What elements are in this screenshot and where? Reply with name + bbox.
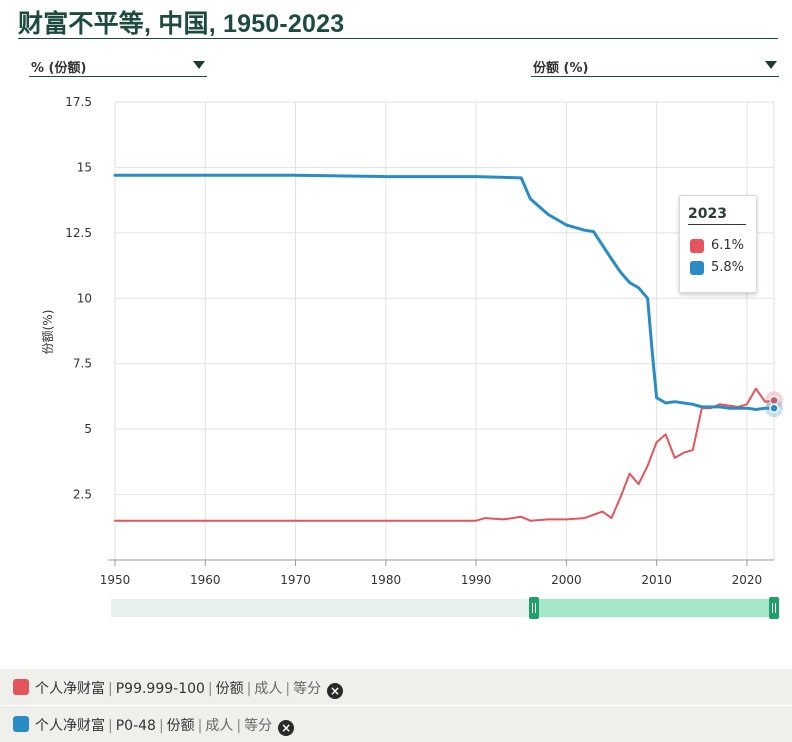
- x-tick-label: 2020: [732, 573, 763, 587]
- legend-item[interactable]: 个人净财富 | P0-48 | 份额 | 成人 | 等分 ×: [0, 706, 792, 742]
- tooltip-year: 2023: [688, 206, 746, 225]
- tooltip-value: 6.1%: [711, 238, 745, 253]
- right-axis-selector[interactable]: 份额 (%): [531, 54, 779, 77]
- series-line-0: [114, 387, 775, 522]
- chart-markers: [765, 391, 783, 418]
- chart-axes: 2.5 5 7.5 10 12.5 15 17.5 1950 1960 1970 1980 1990 2…: [65, 95, 774, 587]
- legend-percentile: P99.999-100: [115, 681, 205, 697]
- legend-label: 个人净财富 | P0-48 | 份额 | 成人 | 等分 ×: [35, 715, 295, 736]
- legend-swatch: [13, 716, 29, 732]
- x-tick-label: 1960: [190, 573, 221, 587]
- left-axis-selector[interactable]: % (份额): [29, 54, 207, 77]
- legend-measure: 份额: [215, 681, 244, 697]
- legend-swatch: [13, 679, 29, 695]
- y-tick-label: 10: [77, 291, 92, 305]
- chart-grid: [114, 101, 775, 560]
- x-tick-label: 1980: [371, 573, 402, 587]
- x-tick-label: 2000: [551, 573, 582, 587]
- y-tick-label: 5: [84, 422, 92, 436]
- close-icon[interactable]: ×: [327, 683, 344, 699]
- page-title: 财富不平等, 中国, 1950-2023: [18, 10, 345, 38]
- chevron-down-icon: [765, 61, 777, 69]
- y-tick-label: 17.5: [65, 95, 92, 109]
- tooltip-swatch: [690, 239, 704, 253]
- navigator-left-handle[interactable]: [529, 597, 539, 619]
- legend-split: 等分: [293, 681, 322, 697]
- navigator-selection[interactable]: [534, 599, 774, 617]
- tooltip-swatch: [690, 261, 704, 275]
- legend-measure: 份额: [166, 718, 195, 734]
- legend-split: 等分: [244, 718, 273, 734]
- chart-tooltip: 2023 6.1% 5.8%: [679, 195, 757, 293]
- x-tick-label: 2010: [641, 573, 672, 587]
- chart-lines: [113, 173, 776, 522]
- range-navigator[interactable]: [111, 597, 779, 619]
- tooltip-value: 5.8%: [711, 260, 745, 275]
- legend-item[interactable]: 个人净财富 | P99.999-100 | 份额 | 成人 | 等分 ×: [0, 669, 792, 705]
- legend-label: 个人净财富 | P99.999-100 | 份额 | 成人 | 等分 ×: [35, 678, 344, 699]
- chevron-down-icon: [193, 61, 205, 69]
- navigator-right-handle[interactable]: [769, 597, 779, 619]
- y-tick-label: 7.5: [73, 357, 92, 371]
- legend-percentile: P0-48: [115, 718, 156, 734]
- y-tick-label: 15: [77, 160, 92, 174]
- x-tick-label: 1970: [280, 573, 311, 587]
- y-tick-label: 12.5: [65, 226, 92, 240]
- legend-metric: 个人净财富: [35, 681, 105, 697]
- left-axis-selector-label: % (份额): [31, 61, 87, 76]
- x-tick-label: 1990: [461, 573, 492, 587]
- legend-population: 成人: [205, 718, 234, 734]
- series-marker-1: [769, 403, 779, 413]
- title-divider: [18, 38, 778, 39]
- chart-svg: 2.5 5 7.5 10 12.5 15 17.5 1950 1960 1970 1980 1990 2…: [41, 95, 783, 619]
- legend-metric: 个人净财富: [35, 718, 105, 734]
- series-line-1: [113, 173, 776, 411]
- right-axis-selector-label: 份额 (%): [533, 61, 589, 76]
- y-tick-label: 2.5: [73, 488, 92, 502]
- close-icon[interactable]: ×: [278, 720, 295, 736]
- legend-population: 成人: [254, 681, 283, 697]
- x-tick-label: 1950: [100, 573, 131, 587]
- y-axis-label: 份额(%): [41, 310, 55, 355]
